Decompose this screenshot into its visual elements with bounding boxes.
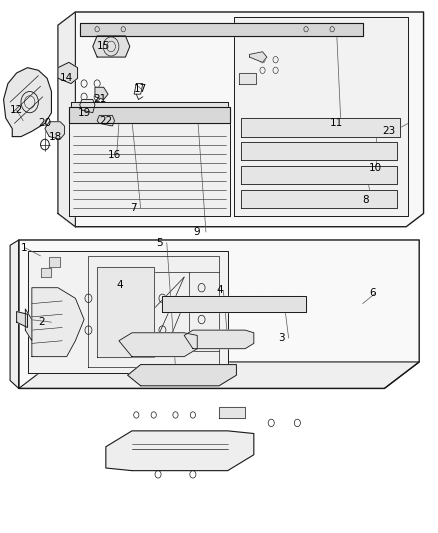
Polygon shape bbox=[58, 12, 75, 227]
Text: 12: 12 bbox=[10, 105, 23, 115]
Text: 4: 4 bbox=[217, 285, 223, 295]
Text: 10: 10 bbox=[369, 164, 382, 173]
Polygon shape bbox=[162, 296, 306, 312]
Polygon shape bbox=[239, 73, 256, 84]
Text: 23: 23 bbox=[382, 126, 396, 136]
Polygon shape bbox=[241, 118, 399, 136]
Polygon shape bbox=[58, 62, 78, 84]
Polygon shape bbox=[58, 12, 424, 227]
Polygon shape bbox=[119, 333, 197, 357]
Text: 8: 8 bbox=[363, 195, 369, 205]
Text: 1: 1 bbox=[21, 243, 28, 253]
Polygon shape bbox=[41, 268, 51, 277]
Polygon shape bbox=[45, 122, 64, 139]
Polygon shape bbox=[80, 22, 363, 36]
Polygon shape bbox=[19, 240, 419, 389]
Polygon shape bbox=[184, 330, 254, 349]
Polygon shape bbox=[93, 36, 130, 57]
Text: 17: 17 bbox=[134, 84, 147, 94]
Polygon shape bbox=[69, 123, 230, 216]
Polygon shape bbox=[32, 288, 84, 357]
Text: 20: 20 bbox=[39, 118, 52, 128]
Polygon shape bbox=[4, 68, 51, 136]
Polygon shape bbox=[10, 240, 19, 389]
Polygon shape bbox=[28, 251, 228, 373]
Text: 7: 7 bbox=[130, 203, 136, 213]
Polygon shape bbox=[69, 108, 230, 123]
Polygon shape bbox=[17, 312, 28, 327]
Text: 6: 6 bbox=[369, 288, 376, 298]
Polygon shape bbox=[241, 166, 397, 184]
Text: 21: 21 bbox=[93, 94, 106, 104]
Polygon shape bbox=[234, 17, 408, 216]
Polygon shape bbox=[80, 100, 95, 113]
Polygon shape bbox=[71, 102, 228, 120]
Polygon shape bbox=[250, 52, 267, 62]
Text: 5: 5 bbox=[156, 238, 162, 248]
Text: 3: 3 bbox=[278, 333, 284, 343]
Polygon shape bbox=[106, 431, 254, 471]
Text: 4: 4 bbox=[117, 280, 124, 290]
Polygon shape bbox=[88, 256, 219, 367]
Text: 18: 18 bbox=[49, 132, 63, 142]
Polygon shape bbox=[19, 362, 419, 389]
Text: 2: 2 bbox=[39, 317, 45, 327]
Text: 19: 19 bbox=[78, 108, 91, 118]
Text: 9: 9 bbox=[193, 227, 200, 237]
Text: 15: 15 bbox=[97, 42, 110, 52]
Polygon shape bbox=[97, 266, 154, 357]
Polygon shape bbox=[49, 257, 60, 266]
Polygon shape bbox=[241, 142, 397, 160]
Text: 11: 11 bbox=[330, 118, 343, 128]
Polygon shape bbox=[97, 115, 115, 126]
Polygon shape bbox=[127, 365, 237, 386]
Polygon shape bbox=[219, 407, 245, 418]
Text: 22: 22 bbox=[99, 116, 113, 126]
Text: 14: 14 bbox=[60, 73, 74, 83]
Polygon shape bbox=[241, 190, 397, 208]
Text: 16: 16 bbox=[108, 150, 121, 160]
Polygon shape bbox=[95, 87, 108, 100]
Polygon shape bbox=[25, 309, 32, 341]
